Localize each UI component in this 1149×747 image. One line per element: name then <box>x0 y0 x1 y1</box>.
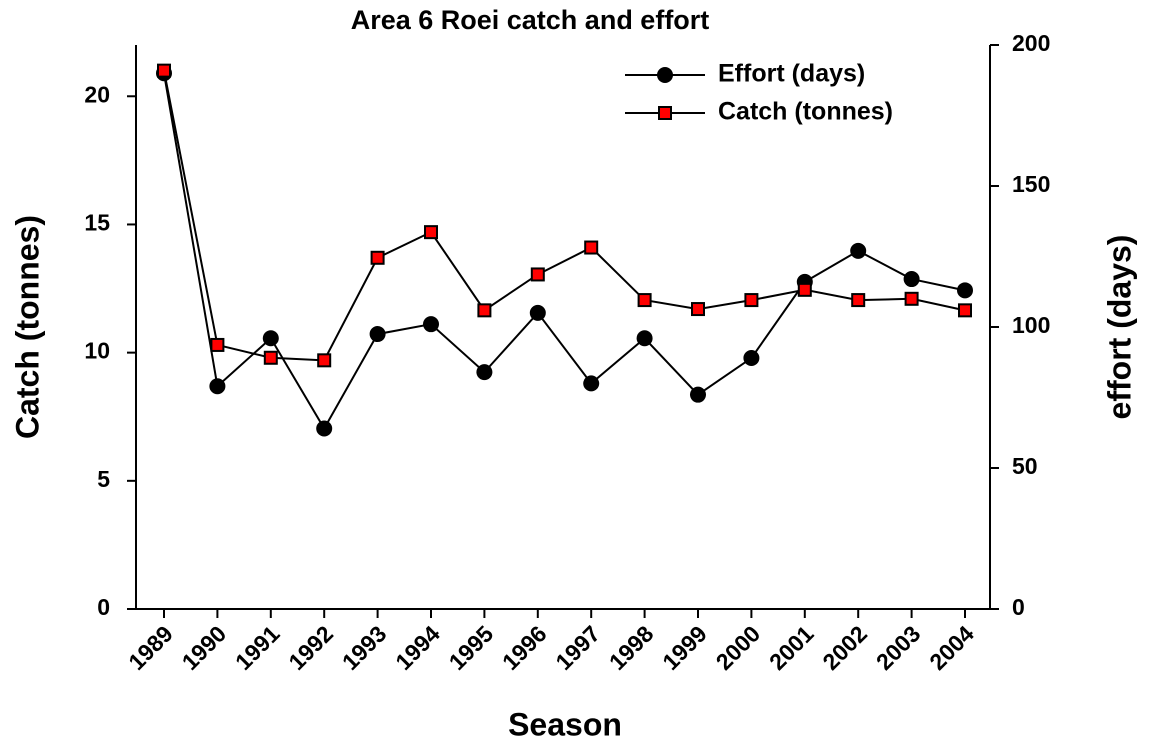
y2-tick-label: 150 <box>1012 171 1050 197</box>
x-tick-label: 2001 <box>764 620 819 675</box>
data-point <box>209 378 226 395</box>
y-tick-label: 15 <box>84 210 110 236</box>
x-tick-label: 2004 <box>924 620 979 675</box>
legend-text: Effort (days) <box>718 60 865 88</box>
y2-tick-label: 200 <box>1012 30 1050 56</box>
data-point <box>317 353 332 368</box>
data-point <box>583 375 600 392</box>
data-point <box>370 250 385 265</box>
x-tick-label: 1995 <box>444 620 499 675</box>
x-tick-label: 1997 <box>550 620 605 675</box>
legend-text: Catch (tonnes) <box>718 98 893 126</box>
legend-marker <box>657 67 673 83</box>
x-tick-label: 1994 <box>390 620 445 675</box>
x-tick-label: 1991 <box>230 620 285 675</box>
x-tick-label: 1993 <box>337 620 392 675</box>
data-point <box>744 293 759 308</box>
y2-tick-label: 50 <box>1012 453 1038 479</box>
y2-axis-title: effort (days) <box>1101 235 1137 420</box>
data-point <box>584 240 599 255</box>
data-point <box>369 326 386 343</box>
y-tick-label: 0 <box>97 594 110 620</box>
y2-tick-label: 0 <box>1012 594 1025 620</box>
data-point <box>157 63 171 78</box>
series-line <box>163 70 966 362</box>
legend-marker <box>658 106 672 120</box>
data-point <box>262 330 279 347</box>
data-point <box>210 337 225 352</box>
data-point <box>797 282 812 297</box>
data-point <box>850 242 867 259</box>
series-line <box>163 73 966 431</box>
x-tick-label: 1999 <box>657 620 712 675</box>
x-axis-title: Season <box>508 706 622 742</box>
data-point <box>636 330 653 347</box>
data-point <box>903 271 920 288</box>
data-point <box>263 350 278 365</box>
x-tick-label: 2002 <box>817 620 872 675</box>
data-point <box>637 293 652 308</box>
x-tick-label: 2000 <box>711 620 766 675</box>
data-point <box>743 350 760 367</box>
data-point <box>851 293 866 308</box>
data-point <box>476 364 493 381</box>
x-tick-label: 1989 <box>123 620 178 675</box>
data-point <box>316 420 333 437</box>
chart-title: Area 6 Roei catch and effort <box>351 5 710 35</box>
y-axis-title: Catch (tonnes) <box>9 215 45 439</box>
data-point <box>957 282 973 299</box>
x-tick-label: 1998 <box>604 620 659 675</box>
data-point <box>423 316 439 333</box>
data-point <box>690 386 706 403</box>
x-tick-label: 2003 <box>871 620 926 675</box>
y-tick-label: 5 <box>97 466 110 492</box>
x-tick-label: 1990 <box>177 620 232 675</box>
data-point <box>424 225 438 240</box>
data-point <box>958 303 972 318</box>
data-point <box>530 267 545 282</box>
x-tick-label: 1992 <box>283 620 338 675</box>
y-tick-label: 10 <box>84 338 110 364</box>
y-tick-label: 20 <box>84 81 110 107</box>
data-point <box>691 302 705 317</box>
data-point <box>904 291 919 306</box>
y2-tick-label: 100 <box>1012 312 1050 338</box>
x-tick-label: 1996 <box>497 620 552 675</box>
data-point <box>529 304 546 321</box>
data-point <box>477 303 492 318</box>
